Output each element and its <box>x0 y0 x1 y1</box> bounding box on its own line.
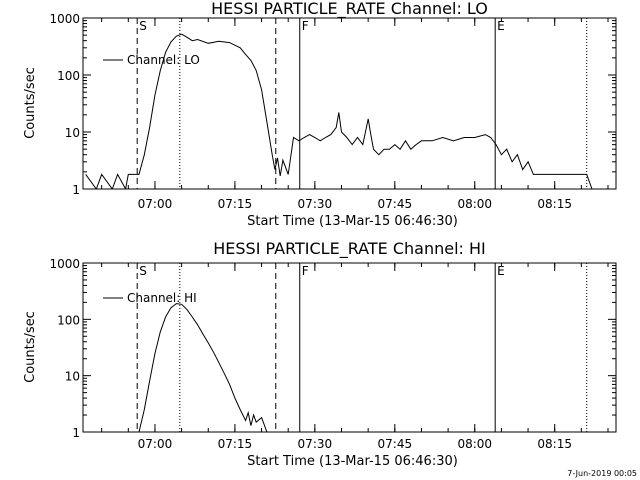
y-tick-label: 10 <box>65 126 80 140</box>
chart-title: HESSI PARTICLE_RATE Channel: LO <box>211 0 488 19</box>
y-tick-label: 1000 <box>49 12 80 26</box>
plot-timestamp: 7-Jun-2019 00:05 <box>567 469 637 478</box>
y-axis-label: Counts/sec <box>23 311 38 383</box>
x-tick-label: 07:45 <box>378 197 413 211</box>
y-tick-label: 100 <box>57 69 80 83</box>
x-axis-label: Start Time (13-Mar-15 06:46:30) <box>247 214 458 229</box>
y-tick-label: 100 <box>57 313 80 327</box>
x-tick-label: 07:15 <box>218 197 253 211</box>
event-marker-label: F <box>302 264 309 278</box>
plot-frame <box>82 17 617 190</box>
event-marker-label: S <box>139 264 147 278</box>
y-tick-label: 1 <box>72 183 80 197</box>
x-tick-label: 07:30 <box>298 437 333 451</box>
y-tick-label: 1 <box>72 426 80 440</box>
x-tick-label: 07:00 <box>138 197 173 211</box>
plot-frame <box>82 262 617 433</box>
x-tick-label: 07:15 <box>218 437 253 451</box>
y-tick-label: 1000 <box>49 257 80 271</box>
event-marker-label: F <box>302 19 309 33</box>
y-tick-label: 10 <box>65 370 80 384</box>
event-marker-label: E <box>497 19 505 33</box>
x-tick-label: 08:15 <box>537 437 572 451</box>
x-tick-label: 08:15 <box>537 197 572 211</box>
legend-label: Channel: HI <box>127 291 197 305</box>
event-marker-label: E <box>497 264 505 278</box>
legend-label: Channel: LO <box>127 53 200 67</box>
x-tick-label: 08:00 <box>457 197 492 211</box>
chart-title: HESSI PARTICLE_RATE Channel: HI <box>213 239 486 259</box>
x-tick-label: 07:45 <box>378 437 413 451</box>
x-tick-label: 08:00 <box>457 437 492 451</box>
y-axis-label: Counts/sec <box>23 67 38 139</box>
series-line <box>85 33 593 189</box>
series-line <box>138 303 268 432</box>
x-tick-label: 07:00 <box>138 437 173 451</box>
event-marker-label: S <box>139 19 147 33</box>
x-axis-label: Start Time (13-Mar-15 06:46:30) <box>247 454 458 469</box>
x-tick-label: 07:30 <box>298 197 333 211</box>
